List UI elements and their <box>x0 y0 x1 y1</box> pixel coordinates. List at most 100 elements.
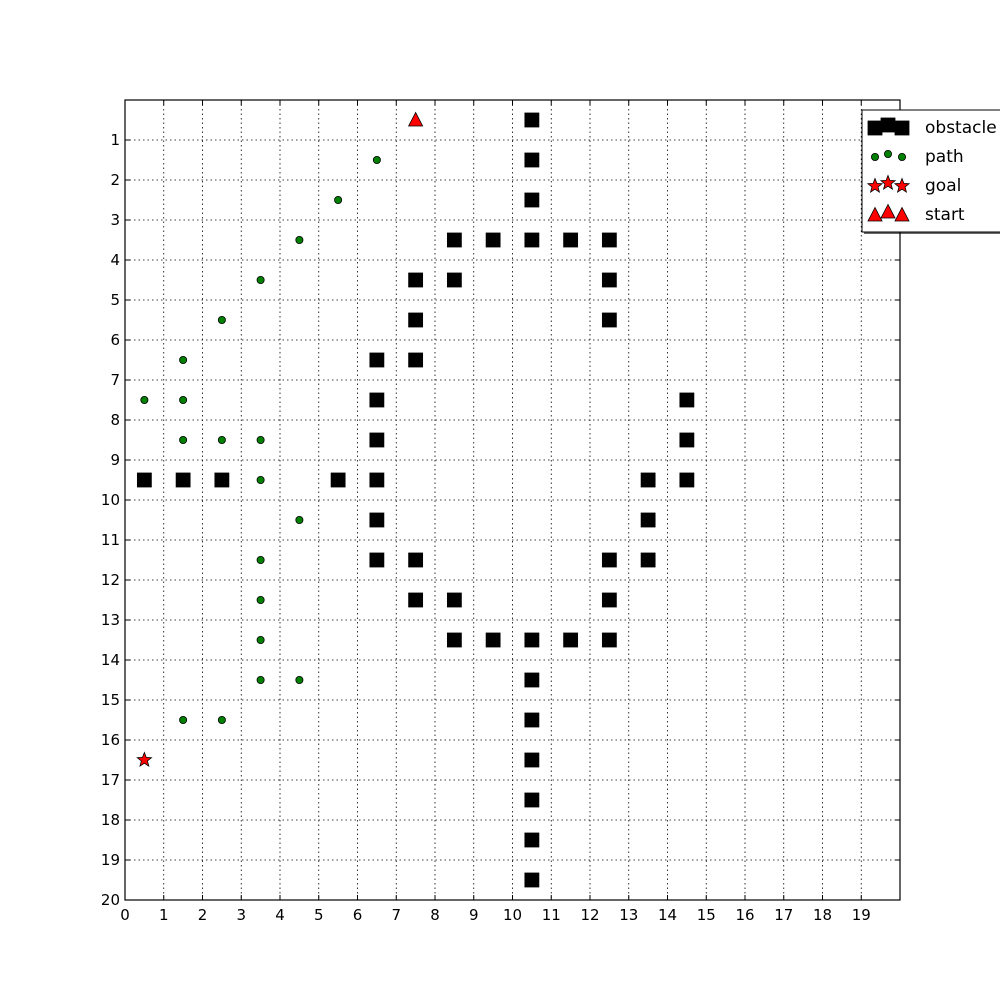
y-tick-label: 9 <box>110 451 120 469</box>
y-tick-label: 10 <box>101 491 120 509</box>
y-tick-label: 16 <box>101 731 120 749</box>
point-obstacle <box>524 192 540 208</box>
y-tick-label: 7 <box>110 371 120 389</box>
legend-marker-goal <box>866 177 884 193</box>
point-obstacle <box>524 232 540 248</box>
point-obstacle <box>369 512 385 528</box>
x-tick-label: 11 <box>542 906 561 924</box>
x-tick-label: 10 <box>503 906 522 924</box>
point-path <box>295 676 304 685</box>
y-tick-label: 5 <box>110 291 120 309</box>
point-obstacle <box>408 352 424 368</box>
point-start <box>407 111 424 127</box>
x-tick-label: 19 <box>852 906 871 924</box>
point-obstacle <box>601 632 617 648</box>
point-path <box>217 435 226 444</box>
point-obstacle <box>369 392 385 408</box>
point-path <box>334 195 343 204</box>
point-path <box>295 516 304 525</box>
point-obstacle <box>136 472 152 488</box>
x-tick-label: 4 <box>275 906 285 924</box>
point-obstacle <box>524 112 540 128</box>
x-tick-label: 3 <box>236 906 246 924</box>
point-obstacle <box>524 832 540 848</box>
point-obstacle <box>524 152 540 168</box>
legend-marker-goal <box>893 177 911 193</box>
point-obstacle <box>524 792 540 808</box>
point-obstacle <box>640 552 656 568</box>
y-tick-label: 8 <box>110 411 120 429</box>
point-path <box>256 275 265 284</box>
x-tick-label: 6 <box>353 906 363 924</box>
point-obstacle <box>485 232 501 248</box>
point-obstacle <box>485 632 501 648</box>
point-obstacle <box>369 432 385 448</box>
point-obstacle <box>601 272 617 288</box>
y-tick-label: 15 <box>101 691 120 709</box>
legend-label-goal: goal <box>925 176 961 196</box>
point-obstacle <box>679 392 695 408</box>
x-tick-label: 17 <box>774 906 793 924</box>
point-obstacle <box>408 272 424 288</box>
legend-marker-path <box>884 149 893 158</box>
legend-label-obstacle: obstacle <box>925 118 997 138</box>
legend-marker-obstacle <box>867 120 883 136</box>
point-path <box>217 315 226 324</box>
point-obstacle <box>563 632 579 648</box>
x-tick-label: 9 <box>469 906 479 924</box>
x-tick-label: 8 <box>430 906 440 924</box>
x-tick-label: 5 <box>314 906 324 924</box>
legend-label-path: path <box>925 147 964 167</box>
point-obstacle <box>369 552 385 568</box>
y-tick-label: 17 <box>101 771 120 789</box>
x-tick-label: 13 <box>619 906 638 924</box>
axis-ticks: 0 1 2 3 4 5 6 7 8 9 10 11 12 13 14 15 16 17 18 191234567891… <box>101 100 900 924</box>
point-path <box>295 235 304 244</box>
point-obstacle <box>524 872 540 888</box>
point-obstacle <box>640 512 656 528</box>
point-obstacle <box>601 592 617 608</box>
legend-marker-path <box>871 152 880 161</box>
x-tick-label: 1 <box>159 906 169 924</box>
x-tick-label: 2 <box>198 906 208 924</box>
point-obstacle <box>640 472 656 488</box>
x-tick-label: 0 <box>120 906 130 924</box>
data-markers <box>136 111 695 888</box>
point-path <box>256 435 265 444</box>
x-tick-label: 12 <box>580 906 599 924</box>
point-obstacle <box>563 232 579 248</box>
y-tick-label: 19 <box>101 851 120 869</box>
x-tick-label: 14 <box>658 906 677 924</box>
y-tick-label: 12 <box>101 571 120 589</box>
point-obstacle <box>446 232 462 248</box>
point-obstacle <box>524 712 540 728</box>
point-goal <box>136 751 153 767</box>
point-path <box>179 716 188 725</box>
point-path <box>140 395 149 404</box>
x-tick-label: 18 <box>813 906 832 924</box>
point-obstacle <box>369 352 385 368</box>
point-obstacle <box>524 672 540 688</box>
point-obstacle <box>369 472 385 488</box>
point-obstacle <box>446 632 462 648</box>
point-path <box>256 676 265 685</box>
y-tick-label: 4 <box>110 251 120 269</box>
y-tick-label: 2 <box>110 171 120 189</box>
point-path <box>179 395 188 404</box>
point-path <box>372 155 381 164</box>
point-path <box>179 435 188 444</box>
point-obstacle <box>175 472 191 488</box>
legend-marker-start <box>894 206 910 222</box>
point-obstacle <box>524 752 540 768</box>
x-tick-label: 16 <box>735 906 754 924</box>
legend-marker-path <box>898 152 907 161</box>
point-obstacle <box>601 232 617 248</box>
legend-marker-goal <box>879 174 897 190</box>
point-obstacle <box>524 632 540 648</box>
x-tick-label: 15 <box>697 906 716 924</box>
grid-lines <box>124 100 900 901</box>
legend: obstacle path goal start <box>861 109 1000 234</box>
y-tick-label: 11 <box>101 531 120 549</box>
legend-marker-obstacle <box>894 120 910 136</box>
